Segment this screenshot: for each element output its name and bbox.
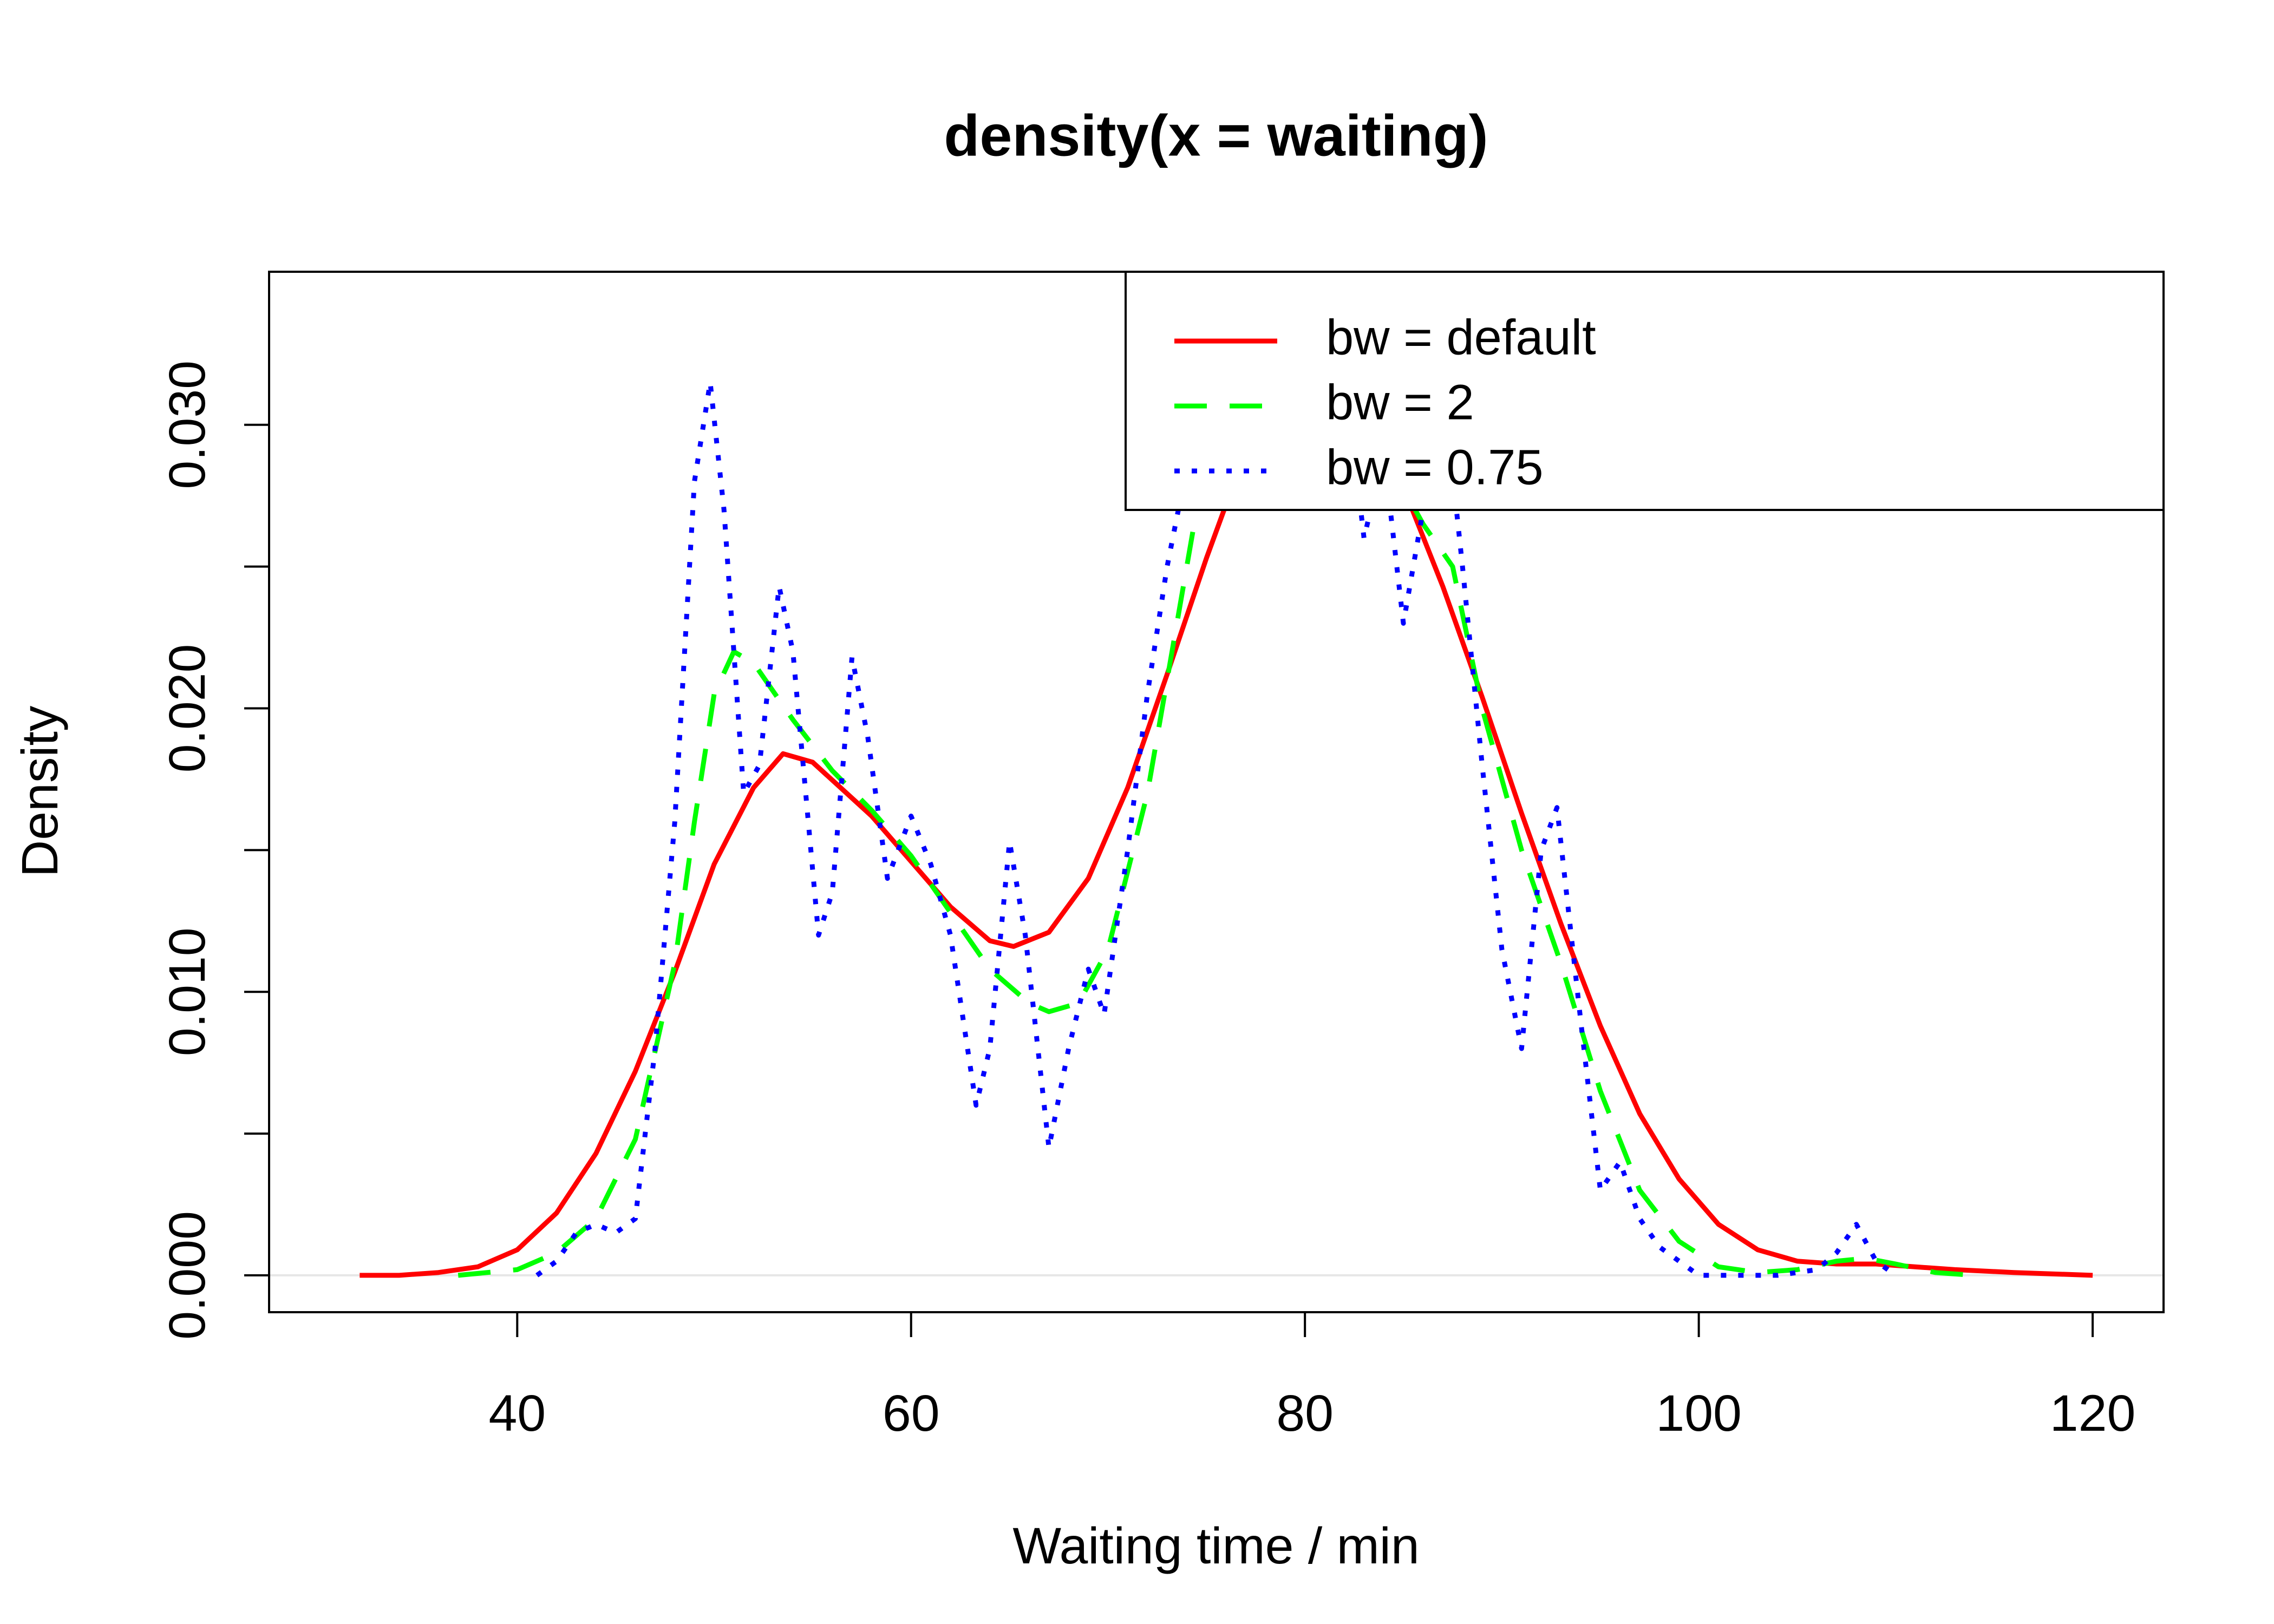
- y-tick-label: 0.000: [159, 1211, 216, 1340]
- legend-label: bw = default: [1326, 310, 1596, 365]
- x-tick-label: 100: [1656, 1385, 1742, 1442]
- y-tick-label: 0.020: [159, 644, 216, 773]
- x-tick-label: 40: [488, 1385, 546, 1442]
- x-tick-label: 80: [1276, 1385, 1334, 1442]
- x-axis-label: Waiting time / min: [1012, 1517, 1419, 1575]
- legend-label: bw = 2: [1326, 375, 1474, 430]
- density-line: [360, 309, 2093, 1278]
- legend-box: [1125, 271, 2165, 511]
- x-tick-label: 60: [883, 1385, 940, 1442]
- x-tick-label: 120: [2050, 1385, 2136, 1442]
- y-tick-label: 0.010: [159, 927, 216, 1056]
- chart-title: density(x = waiting): [944, 103, 1488, 168]
- y-axis-label: Density: [11, 705, 69, 877]
- y-tick-label: 0.030: [159, 361, 216, 489]
- legend-label: bw = 0.75: [1326, 440, 1544, 495]
